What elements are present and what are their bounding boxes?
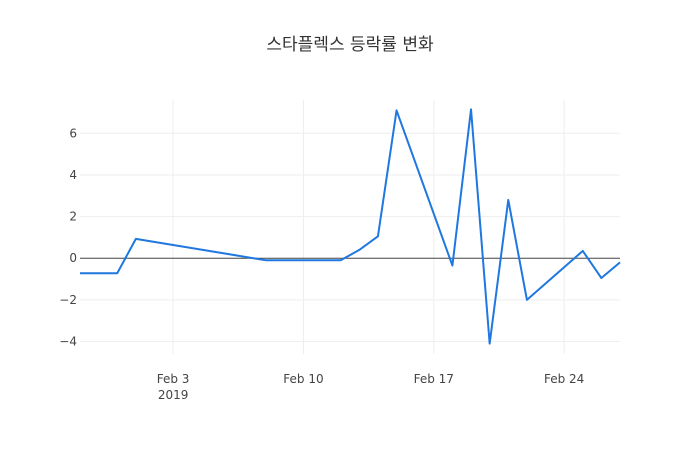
- x-tick-label: Feb 17: [414, 372, 454, 386]
- x-tick-label: Feb 24: [544, 372, 584, 386]
- series-layer: [80, 108, 621, 345]
- y-tick-label: 6: [69, 126, 77, 140]
- x-tick-year-label: 2019: [158, 388, 189, 402]
- x-tick-labels: Feb 3 2019 Feb 10 Feb 17 Feb 24: [157, 372, 585, 402]
- series-line: [80, 108, 621, 345]
- y-tick-label: −2: [59, 293, 77, 307]
- x-tick-label: Feb 10: [283, 372, 323, 386]
- x-gridlines: [172, 100, 565, 354]
- y-tick-label: 0: [69, 251, 77, 265]
- chart-title: 스타플렉스 등락률 변화: [266, 35, 434, 55]
- y-tick-label: 4: [69, 168, 77, 182]
- x-tick-label: Feb 3: [157, 372, 190, 386]
- y-tick-labels: −4 −2 0 2 4 6: [59, 126, 77, 348]
- y-tick-label: 2: [69, 210, 77, 224]
- y-gridlines: [80, 132, 620, 343]
- y-tick-label: −4: [59, 335, 77, 349]
